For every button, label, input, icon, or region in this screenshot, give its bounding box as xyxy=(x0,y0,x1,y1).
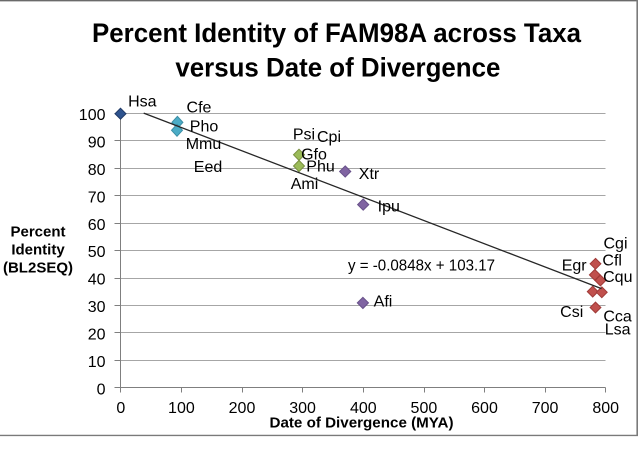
svg-text:Cqu: Cqu xyxy=(603,269,632,286)
svg-text:90: 90 xyxy=(88,135,106,152)
svg-text:Csi: Csi xyxy=(560,304,583,321)
svg-text:30: 30 xyxy=(88,299,106,316)
svg-text:400: 400 xyxy=(350,400,377,417)
svg-text:600: 600 xyxy=(471,400,498,417)
svg-text:Ipu: Ipu xyxy=(378,199,400,216)
svg-text:80: 80 xyxy=(88,162,106,179)
svg-text:70: 70 xyxy=(88,189,106,206)
svg-text:Phu: Phu xyxy=(306,159,334,176)
svg-text:Lsa: Lsa xyxy=(605,321,631,338)
svg-text:Eed: Eed xyxy=(194,159,222,176)
svg-text:Egr: Egr xyxy=(562,257,588,274)
svg-text:Afi: Afi xyxy=(374,293,393,310)
svg-text:0: 0 xyxy=(116,400,125,417)
svg-text:Gfo: Gfo xyxy=(301,147,327,164)
svg-text:Identity: Identity xyxy=(11,242,65,259)
svg-text:Cgi: Cgi xyxy=(603,236,627,253)
svg-text:20: 20 xyxy=(88,327,106,344)
svg-text:Ami: Ami xyxy=(291,176,319,193)
svg-text:Xtr: Xtr xyxy=(359,166,380,183)
svg-text:40: 40 xyxy=(88,272,106,289)
svg-text:Percent: Percent xyxy=(10,224,65,241)
svg-text:100: 100 xyxy=(79,107,106,124)
svg-text:Pho: Pho xyxy=(190,119,219,136)
svg-text:10: 10 xyxy=(88,354,106,371)
svg-text:100: 100 xyxy=(168,400,195,417)
svg-text:60: 60 xyxy=(88,217,106,234)
svg-text:Cpi: Cpi xyxy=(317,129,341,146)
svg-text:versus Date of Divergence: versus Date of Divergence xyxy=(175,53,500,83)
svg-text:500: 500 xyxy=(411,400,438,417)
svg-text:Hsa: Hsa xyxy=(128,93,157,110)
svg-text:Psi: Psi xyxy=(293,127,315,144)
svg-text:700: 700 xyxy=(532,400,559,417)
svg-text:200: 200 xyxy=(229,400,256,417)
svg-text:Mmu: Mmu xyxy=(186,136,222,153)
svg-text:0: 0 xyxy=(97,381,106,398)
svg-text:50: 50 xyxy=(88,244,106,261)
svg-text:Cfl: Cfl xyxy=(602,253,622,270)
svg-text:300: 300 xyxy=(289,400,316,417)
svg-text:y = -0.0848x + 103.17: y = -0.0848x + 103.17 xyxy=(348,258,495,275)
svg-text:Cfe: Cfe xyxy=(187,100,212,117)
svg-text:Cca: Cca xyxy=(603,308,632,325)
svg-text:(BL2SEQ): (BL2SEQ) xyxy=(3,260,73,277)
svg-text:800: 800 xyxy=(592,400,619,417)
svg-text:Date of Divergence (MYA): Date of Divergence (MYA) xyxy=(270,414,454,431)
svg-text:Percent Identity of FAM98A acr: Percent Identity of FAM98A across Taxa xyxy=(92,18,582,48)
